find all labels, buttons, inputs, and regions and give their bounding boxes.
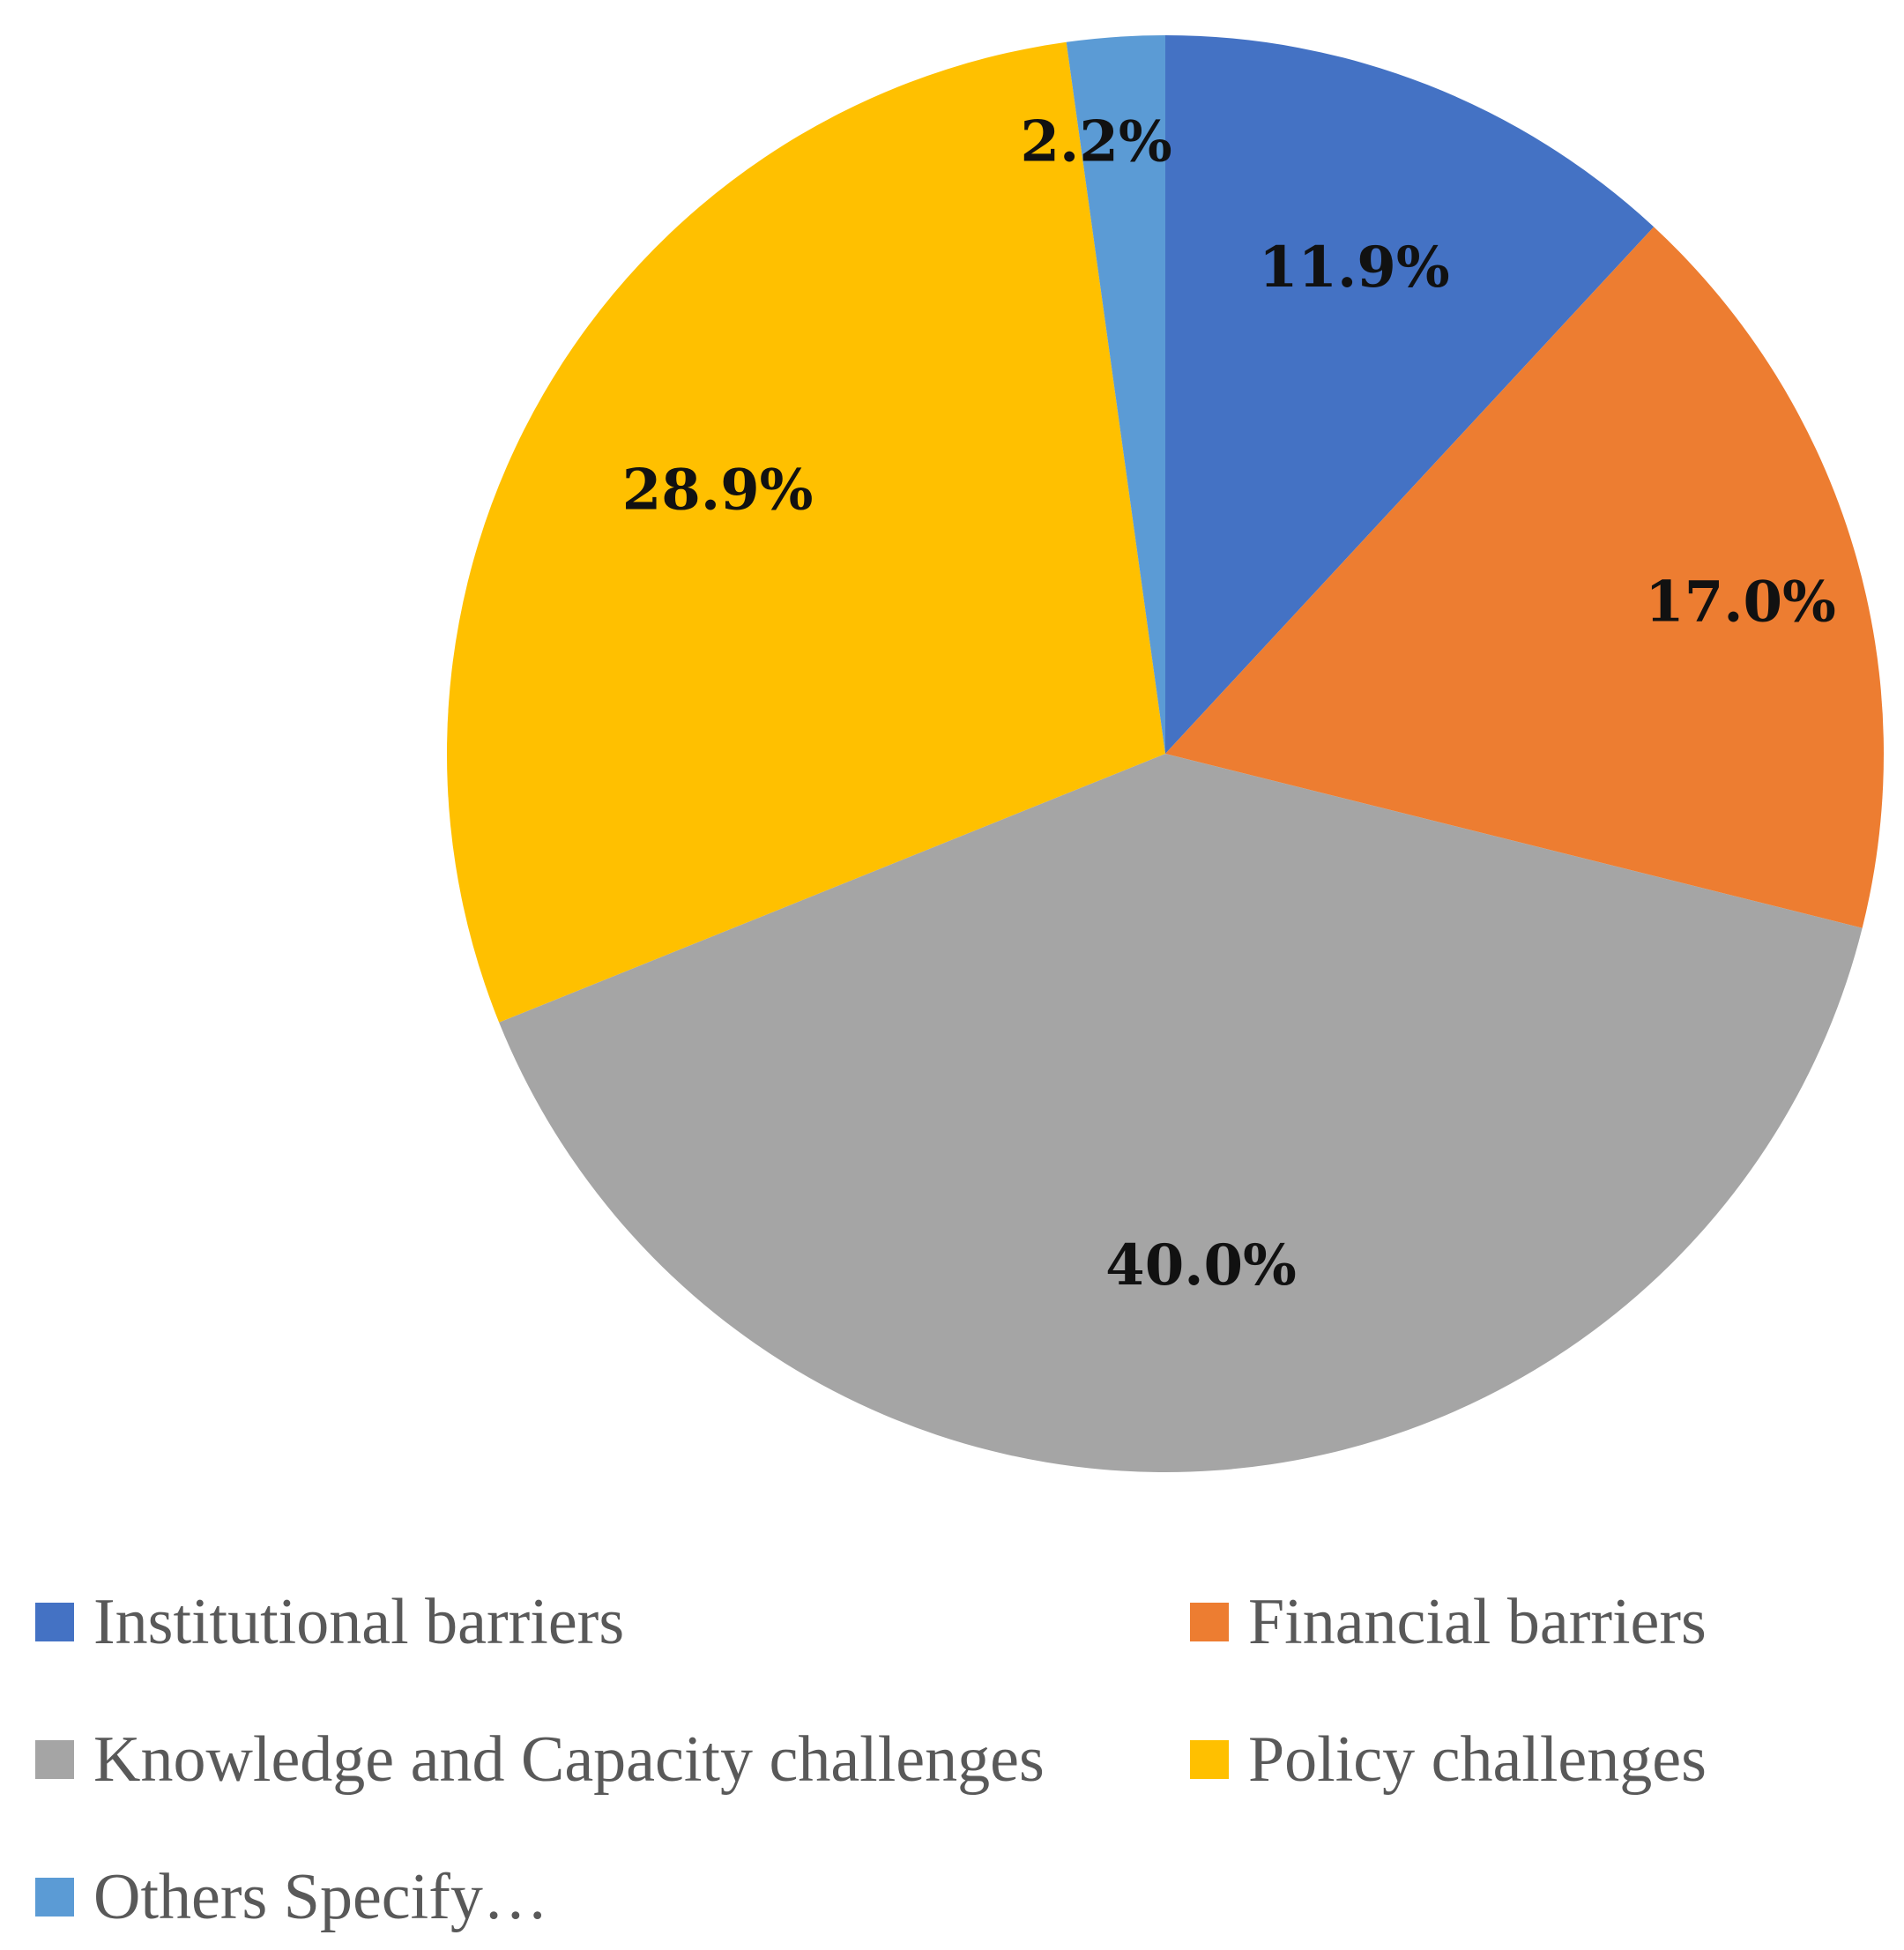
slice-financial (1165, 227, 1884, 928)
legend-item-institutional: Institutional barriers (35, 1569, 1190, 1675)
slice-others (1066, 35, 1165, 754)
data-label-institutional: 11.9% (1259, 234, 1450, 301)
data-label-financial: 17.0% (1645, 569, 1836, 635)
legend-swatch-others (35, 1878, 74, 1917)
legend: Institutional barriers Financial barriers… (35, 1569, 1886, 1950)
legend-swatch-knowledge (35, 1740, 74, 1779)
slice-policy (446, 41, 1165, 1023)
legend-item-financial: Financial barriers (1190, 1569, 1878, 1675)
slice-institutional (1165, 35, 1655, 754)
data-label-others: 2.2% (1021, 108, 1172, 175)
pie-data-labels: 11.9% 17.0% 40.0% 28.9% 2.2% (622, 108, 1836, 1299)
legend-label-institutional: Institutional barriers (93, 1585, 625, 1658)
data-label-policy: 28.9% (622, 458, 814, 524)
legend-label-knowledge: Knowledge and Capacity challenges (93, 1723, 1045, 1796)
legend-item-knowledge: Knowledge and Capacity challenges (35, 1707, 1190, 1812)
legend-item-policy: Policy challenges (1190, 1707, 1878, 1812)
legend-item-others: Others Specify… (35, 1844, 1190, 1950)
legend-label-others: Others Specify… (93, 1860, 548, 1933)
pie-slices (446, 35, 1884, 1473)
legend-swatch-financial (1190, 1603, 1229, 1641)
pie-chart: 11.9% 17.0% 40.0% 28.9% 2.2% (446, 35, 1884, 1473)
data-label-knowledge: 40.0% (1105, 1232, 1297, 1299)
legend-label-financial: Financial barriers (1248, 1585, 1707, 1658)
legend-swatch-institutional (35, 1603, 74, 1641)
slice-knowledge (499, 754, 1863, 1473)
legend-swatch-policy (1190, 1740, 1229, 1779)
legend-label-policy: Policy challenges (1248, 1723, 1707, 1796)
